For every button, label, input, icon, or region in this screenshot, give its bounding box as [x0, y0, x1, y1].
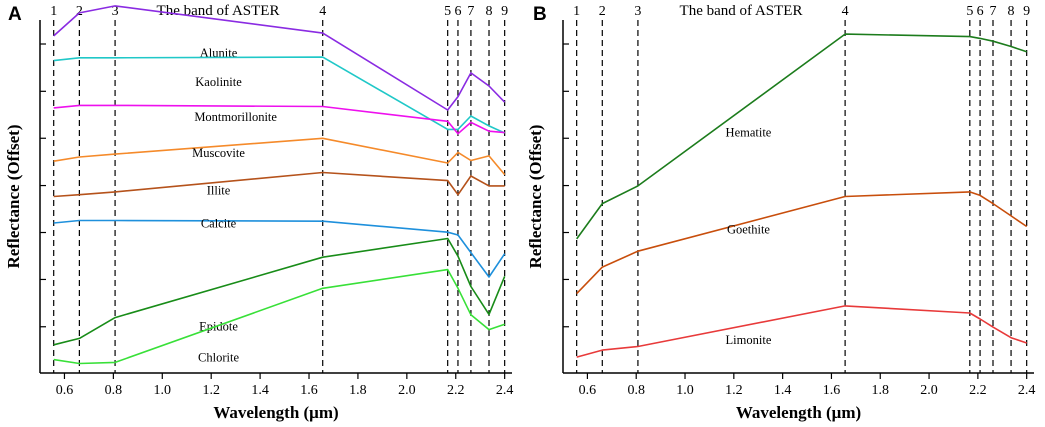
band-number: 2	[599, 4, 606, 19]
x-tick-label: 1.8	[349, 383, 367, 398]
series-line-alunite	[53, 5, 506, 111]
chart-title: The band of ASTER	[157, 3, 280, 19]
series-label: Goethite	[727, 223, 770, 237]
x-tick-label: 2.2	[969, 383, 987, 398]
band-number: 4	[319, 4, 326, 19]
x-tick-label: 1.0	[154, 383, 172, 398]
x-tick-label: 2.4	[1018, 383, 1036, 398]
panel-label: A	[8, 4, 22, 25]
series-line-chlorite	[53, 268, 505, 365]
chart-title: The band of ASTER	[680, 3, 803, 19]
x-tick-label: 2.2	[447, 383, 465, 398]
series-line-calcite	[53, 219, 506, 278]
x-tick-label: 1.0	[676, 383, 694, 398]
y-axis-title: Reflectance (Offset)	[526, 125, 545, 269]
series-label: Epidote	[199, 320, 238, 334]
series-line-montmorillonite	[53, 104, 505, 135]
series-line-goethite	[576, 191, 1028, 295]
band-number: 8	[1008, 4, 1015, 19]
series-label: Calcite	[201, 217, 237, 231]
x-axis-title: Wavelength (μm)	[213, 403, 338, 422]
band-number: 4	[842, 4, 849, 19]
y-axis-title: Reflectance (Offset)	[4, 125, 23, 269]
x-tick-label: 0.6	[56, 383, 74, 398]
band-number: 6	[454, 4, 461, 19]
x-tick-label: 0.8	[105, 383, 123, 398]
series-label: Hematite	[726, 125, 772, 139]
band-number: 3	[634, 4, 641, 19]
band-number: 7	[467, 4, 474, 19]
band-number: 1	[573, 4, 580, 19]
series-label: Muscovite	[192, 146, 245, 160]
panel-a: A 1 2 3 4 5 6 7 8 9 The band of ASTER Alunite Kaolin…	[4, 3, 513, 422]
band-number: 5	[444, 4, 451, 19]
panel-label: B	[533, 4, 547, 25]
band-number: 2	[76, 4, 83, 19]
x-axis-title: Wavelength (μm)	[736, 403, 861, 422]
x-tick-label: 2.4	[496, 383, 514, 398]
series-line-kaolinite	[53, 56, 506, 134]
x-tick-label: 2.0	[920, 383, 938, 398]
series-line-limonite	[576, 305, 1027, 358]
panel-b: B 1 2 3 4 5 6 7 8 9 The band of ASTER Hematite Goeth…	[526, 3, 1035, 422]
x-tick-label: 1.6	[300, 383, 318, 398]
band-number: 1	[50, 4, 57, 19]
x-tick-label: 1.2	[202, 383, 220, 398]
series-label: Alunite	[200, 46, 238, 60]
x-tick-label: 1.2	[725, 383, 743, 398]
band-number: 7	[990, 4, 997, 19]
series-label: Chlorite	[198, 351, 239, 365]
x-tick-label: 1.8	[872, 383, 890, 398]
series-label: Kaolinite	[195, 75, 242, 89]
x-tick-label: 2.0	[398, 383, 416, 398]
band-number: 9	[1023, 4, 1030, 19]
series-line-muscovite	[53, 137, 506, 176]
band-number: 8	[486, 4, 493, 19]
series-label: Limonite	[726, 333, 772, 347]
series-label: Illite	[207, 184, 231, 198]
series-line-epidote	[53, 237, 506, 346]
band-number: 6	[977, 4, 984, 19]
x-tick-label: 0.8	[627, 383, 645, 398]
x-tick-label: 1.4	[251, 383, 269, 398]
band-number: 9	[501, 4, 508, 19]
series-line-hematite	[576, 33, 1027, 240]
x-tick-label: 0.6	[579, 383, 597, 398]
series-label: Montmorillonite	[194, 110, 277, 124]
series-line-illite	[53, 171, 505, 198]
band-number: 3	[112, 4, 119, 19]
x-tick-label: 1.6	[823, 383, 841, 398]
band-number: 5	[966, 4, 973, 19]
x-tick-label: 1.4	[774, 383, 792, 398]
